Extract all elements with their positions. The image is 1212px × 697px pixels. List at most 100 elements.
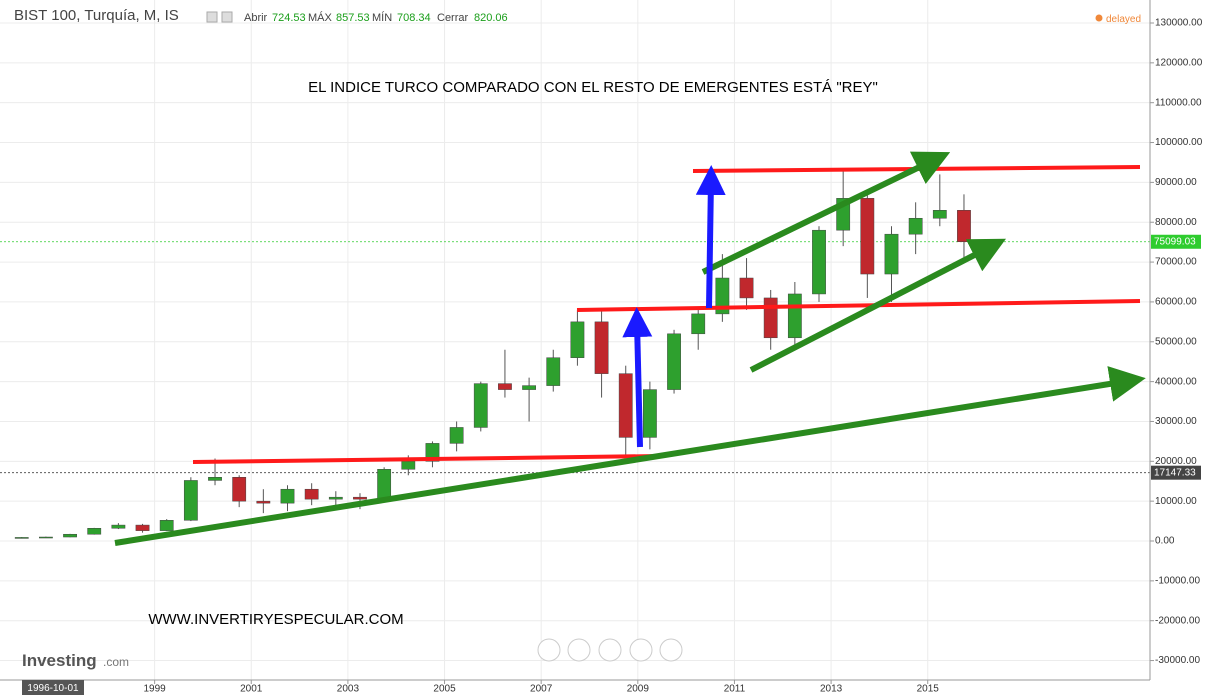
y-tick-label: 60000.00: [1155, 297, 1197, 308]
close-value: 820.06: [474, 12, 508, 24]
price-box: [1151, 234, 1201, 249]
y-tick-label: 30000.00: [1155, 416, 1197, 427]
candle-body: [87, 528, 102, 535]
candle-body: [328, 496, 343, 500]
y-tick-label: 0.00: [1155, 536, 1175, 547]
trend-lines: [114, 151, 1146, 546]
candle-body: [860, 198, 875, 275]
x-tick-label: 2015: [917, 684, 940, 695]
candle-body: [570, 321, 585, 358]
x-tick-label: 2003: [337, 684, 360, 695]
website: WWW.INVERTIRYESPECULAR.COM: [148, 611, 403, 628]
icon[interactable]: [221, 11, 233, 23]
candle-body: [425, 443, 440, 462]
candle-body: [232, 477, 247, 502]
logo-suffix: .com: [103, 655, 129, 669]
x-tick-label: 1999: [143, 684, 166, 695]
low-label: MÍN: [372, 11, 392, 24]
scroll-right-button[interactable]: [659, 638, 683, 662]
candle-body: [208, 477, 222, 481]
candle-body: [39, 536, 53, 539]
jump-arrow: [695, 165, 726, 309]
y-tick-label: 10000.00: [1155, 496, 1197, 507]
y-tick-label: 110000.00: [1155, 97, 1202, 108]
candle-body: [522, 385, 536, 390]
nav-buttons: [537, 638, 683, 662]
high-label: MÁX: [308, 11, 333, 24]
x-tick-label: 2009: [627, 684, 650, 695]
candle-body: [449, 427, 464, 444]
y-tick-label: -20000.00: [1155, 615, 1200, 626]
candle-body: [763, 297, 778, 339]
reset-button[interactable]: [598, 638, 622, 662]
trend-arrow: [701, 151, 951, 275]
trend-arrow: [749, 238, 1007, 373]
y-tick-label: 70000.00: [1155, 257, 1197, 268]
cursor-date: 1996-10-01: [27, 683, 79, 694]
price-label: 17147.33: [1154, 467, 1196, 478]
icon[interactable]: [206, 11, 218, 23]
y-tick-label: 50000.00: [1155, 336, 1197, 347]
annotation: EL INDICE TURCO COMPARADO CON EL RESTO D…: [308, 79, 878, 96]
x-tick-label: 2001: [240, 684, 263, 695]
y-tick-label: 20000.00: [1155, 456, 1197, 467]
candle-body: [667, 333, 681, 390]
candle-body: [957, 210, 971, 243]
candle-body: [401, 461, 416, 470]
y-tick-label: 90000.00: [1155, 177, 1197, 188]
candle-body: [353, 496, 367, 500]
y-tick-label: 120000.00: [1155, 57, 1203, 68]
status: delayed: [1106, 14, 1141, 25]
candle-body: [183, 480, 198, 521]
x-tick-label: 2005: [433, 684, 456, 695]
candle-body: [159, 520, 174, 531]
y-tick-label: 130000.00: [1155, 18, 1203, 29]
candle-body: [739, 277, 754, 299]
low-value: 708.34: [397, 12, 431, 24]
open-label: Abrir: [244, 12, 268, 24]
candle-body: [63, 533, 77, 538]
cursor-date-box: [22, 680, 84, 695]
candle-body: [932, 210, 947, 219]
y-tick-label: 100000.00: [1155, 137, 1203, 148]
candle-body: [546, 357, 561, 386]
x-tick-label: 2011: [724, 684, 746, 695]
candle-body: [498, 383, 512, 390]
candle-body: [715, 277, 730, 315]
candle-body: [280, 488, 295, 504]
candle-body: [812, 229, 826, 295]
x-tick-label: 2013: [820, 684, 843, 695]
zoom-in-button[interactable]: [629, 638, 653, 662]
candle-body: [643, 389, 657, 438]
x-tick-label: 2007: [530, 684, 553, 695]
y-tick-label: -10000.00: [1155, 575, 1200, 586]
high-value: 857.53: [336, 12, 370, 24]
candle-body: [304, 488, 319, 500]
candle-body: [691, 313, 706, 335]
zoom-out-button[interactable]: [567, 638, 591, 662]
price-label: 75099.03: [1154, 236, 1196, 247]
logo: Investing: [22, 651, 97, 670]
candle-body: [884, 233, 899, 275]
close-label: Cerrar: [437, 12, 469, 24]
scroll-left-button[interactable]: [537, 638, 561, 662]
chart-title: BIST 100, Turquía, M, IS: [14, 7, 179, 24]
resistance-line: [192, 454, 661, 464]
y-tick-label: 80000.00: [1155, 217, 1197, 228]
candle-body: [377, 469, 392, 500]
candle-body: [908, 217, 923, 235]
candle-body: [256, 500, 271, 504]
candle-body: [14, 537, 29, 539]
resistance-line: [576, 299, 1141, 312]
candle-body: [111, 524, 126, 529]
candle-body: [473, 383, 488, 428]
status-dot: [1095, 14, 1103, 22]
candle-body: [594, 321, 609, 374]
price-box: [1151, 465, 1201, 480]
trend-arrow: [114, 366, 1146, 546]
candle-body: [787, 293, 802, 339]
open-value: 724.53: [272, 12, 306, 24]
y-tick-label: 40000.00: [1155, 376, 1197, 387]
